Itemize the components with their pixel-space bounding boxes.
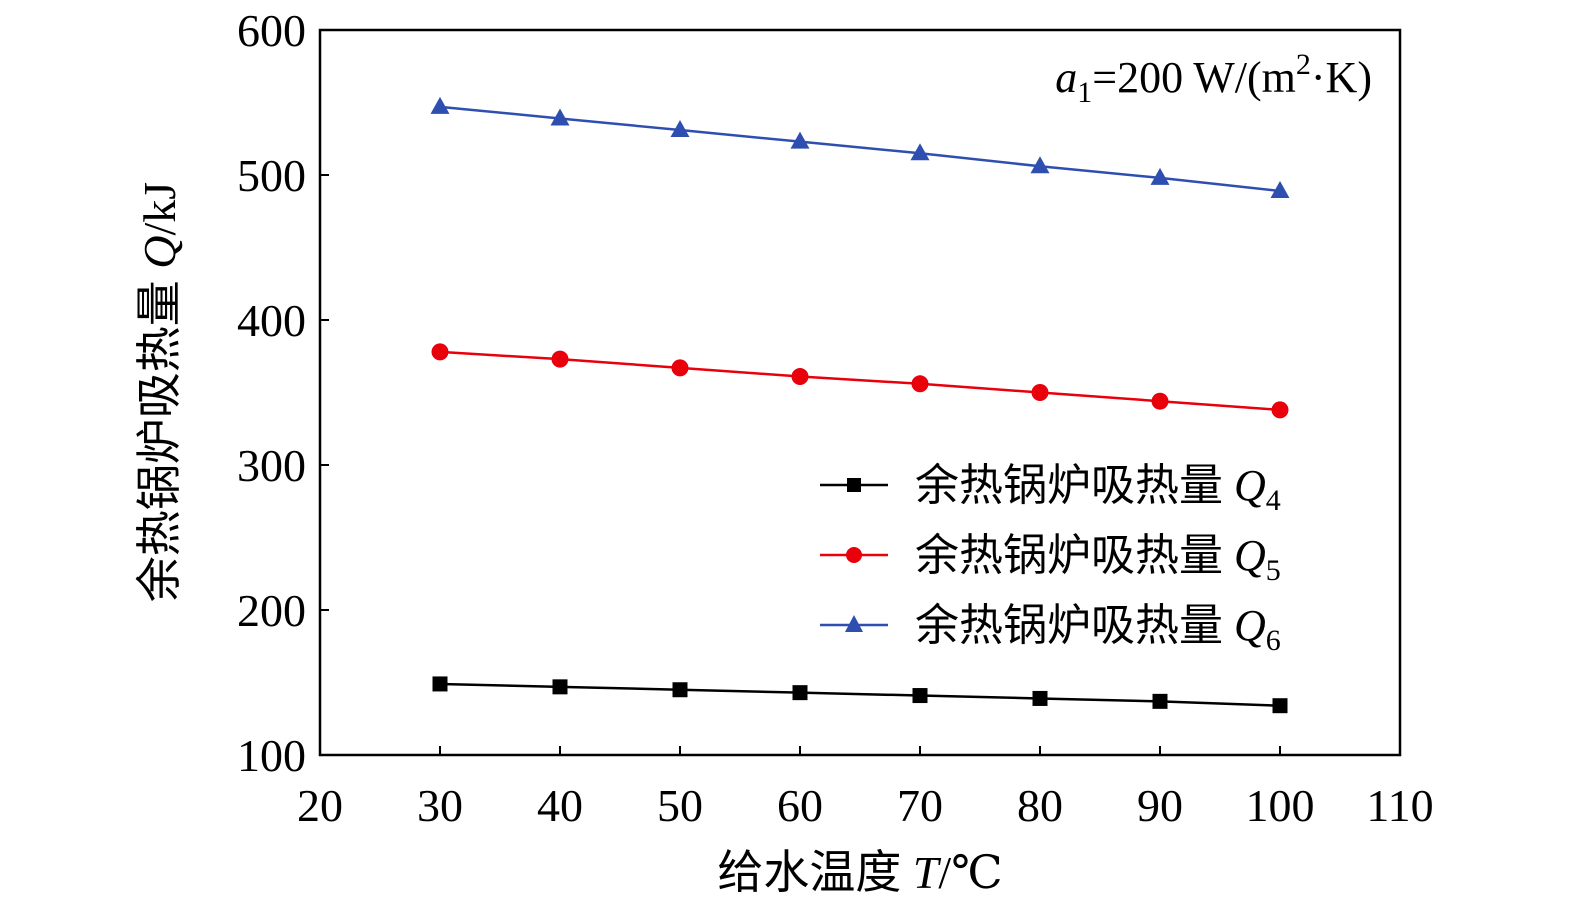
- legend-marker-q6: [845, 615, 863, 632]
- x-tick-label: 100: [1246, 780, 1315, 831]
- data-point-q4: [1272, 698, 1288, 714]
- data-point-q4: [1032, 690, 1048, 706]
- data-point-q4: [1152, 693, 1168, 709]
- x-tick-label: 80: [1017, 780, 1063, 831]
- plot-frame: [318, 28, 1402, 757]
- annotation: a1=200 W/(m2·K): [1055, 48, 1372, 109]
- data-point-q6: [670, 120, 690, 138]
- data-point-q4: [672, 682, 688, 698]
- data-point-q5: [431, 343, 449, 361]
- data-point-q5: [671, 359, 689, 377]
- y-tick-label: 400: [237, 295, 306, 346]
- x-tick-label: 70: [897, 780, 943, 831]
- data-point-q6: [1030, 156, 1050, 174]
- data-point-q5: [1031, 384, 1049, 401]
- data-point-q4: [912, 688, 928, 704]
- legend-label-q6: 余热锅炉吸热量 Q6: [915, 601, 1281, 657]
- data-point-q6: [430, 96, 450, 114]
- legend-marker-q4: [847, 478, 861, 492]
- y-tick-label: 600: [237, 5, 306, 56]
- data-point-q4: [792, 685, 808, 701]
- series-layer: [430, 96, 1290, 714]
- data-point-q5: [1151, 392, 1169, 410]
- data-point-q5: [551, 350, 569, 368]
- series-line-q4: [439, 682, 1281, 707]
- y-tick-label: 100: [237, 730, 306, 781]
- data-point-q4: [552, 679, 568, 695]
- x-tick-label: 40: [537, 780, 583, 831]
- data-point-q5: [911, 375, 929, 393]
- legend-marker-q5: [846, 547, 862, 563]
- data-point-q4: [432, 676, 448, 692]
- y-tick-label: 500: [237, 150, 306, 201]
- series-line-q5: [439, 350, 1281, 412]
- axis-ticks: 20 30 40 50 60 70 80 90 100 110 100 200 300 400 500 600: [237, 5, 1434, 831]
- series-line-q6: [439, 105, 1281, 193]
- legend: 余热锅炉吸热量 Q4 余热锅炉吸热量 Q5 余热锅炉吸热量 Q6: [820, 461, 1281, 657]
- x-tick-label: 110: [1366, 780, 1433, 831]
- legend-item-q6: 余热锅炉吸热量 Q6: [820, 601, 1281, 657]
- legend-label-q4: 余热锅炉吸热量 Q4: [915, 461, 1281, 517]
- y-axis-title: 余热锅炉吸热量 Q/kJ: [134, 182, 185, 602]
- legend-label-q5: 余热锅炉吸热量 Q5: [915, 531, 1281, 587]
- data-point-q6: [1270, 180, 1290, 198]
- legend-item-q4: 余热锅炉吸热量 Q4: [820, 461, 1281, 517]
- legend-item-q5: 余热锅炉吸热量 Q5: [820, 531, 1281, 587]
- x-tick-label: 50: [657, 780, 703, 831]
- x-tick-label: 20: [297, 780, 343, 831]
- x-tick-label: 60: [777, 780, 823, 831]
- data-point-q6: [1150, 167, 1170, 185]
- data-point-q5: [1271, 401, 1289, 419]
- data-point-q5: [791, 368, 809, 386]
- x-tick-label: 30: [417, 780, 463, 831]
- y-tick-label: 300: [237, 440, 306, 491]
- x-axis-title: 给水温度 T/℃: [717, 847, 1002, 898]
- x-tick-label: 90: [1137, 780, 1183, 831]
- data-point-q6: [790, 131, 810, 149]
- y-tick-label: 200: [237, 585, 306, 636]
- data-point-q6: [910, 143, 930, 161]
- data-point-q6: [550, 108, 570, 126]
